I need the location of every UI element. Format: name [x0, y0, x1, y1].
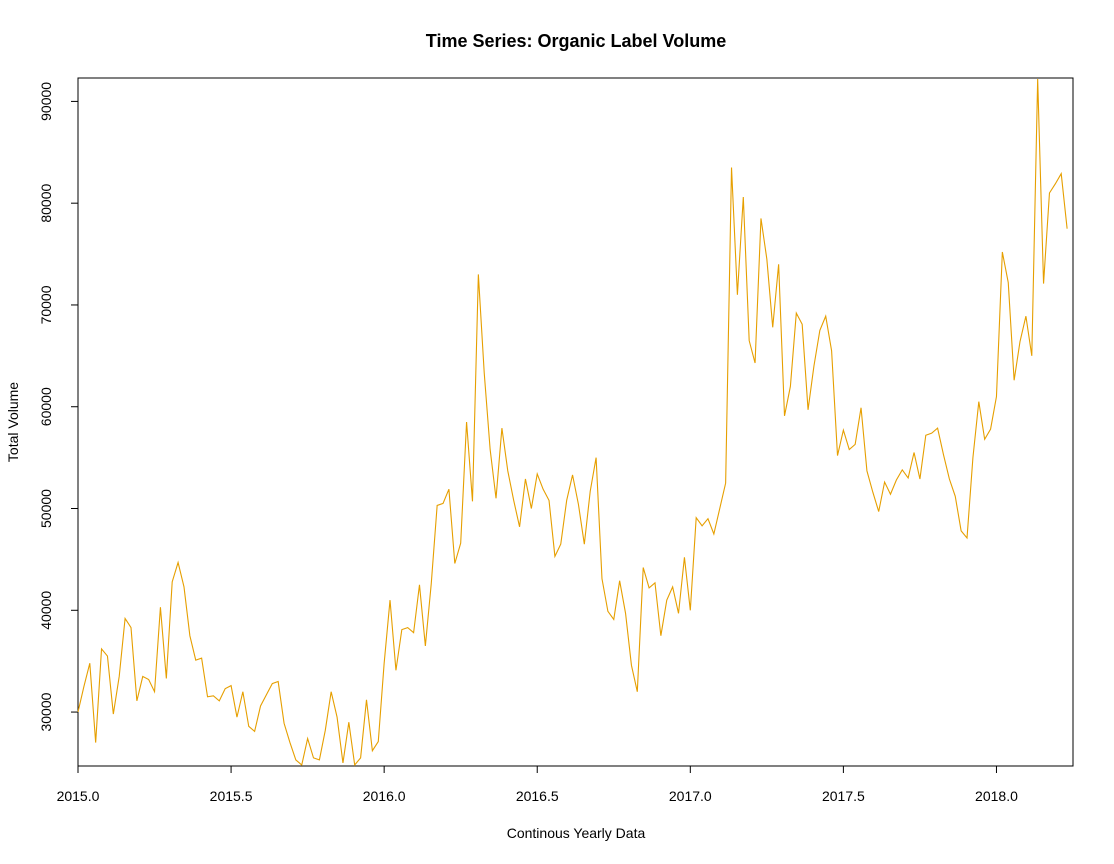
- series-line-total-volume: [77, 79, 1068, 767]
- x-tick-label: 2015.5: [210, 788, 253, 804]
- y-tick-label: 90000: [38, 82, 54, 121]
- x-tick-label: 2016.0: [363, 788, 406, 804]
- x-tick-label: 2017.5: [822, 788, 865, 804]
- x-axis: 2015.0 2015.5 2016.0 2016.5 2017.0 2017.5 2018…: [57, 765, 1018, 804]
- chart-title: Time Series: Organic Label Volume: [426, 31, 726, 51]
- x-tick-label: 2017.0: [669, 788, 712, 804]
- x-tick-label: 2018.0: [975, 788, 1018, 804]
- x-axis-label: Continous Yearly Data: [507, 825, 646, 841]
- y-axis-label: Total Volume: [5, 382, 21, 462]
- y-tick-label: 30000: [38, 692, 54, 731]
- y-tick-label: 60000: [38, 387, 54, 426]
- x-tick-label: 2016.5: [516, 788, 559, 804]
- y-axis: 30000 40000 50000 60000 70000 80000 90000: [38, 82, 79, 732]
- x-tick-label: 2015.0: [57, 788, 100, 804]
- y-tick-label: 40000: [38, 591, 54, 630]
- plot-area-frame: [77, 77, 1074, 767]
- y-tick-label: 80000: [38, 184, 54, 223]
- y-tick-label: 50000: [38, 489, 54, 528]
- y-tick-label: 70000: [38, 285, 54, 324]
